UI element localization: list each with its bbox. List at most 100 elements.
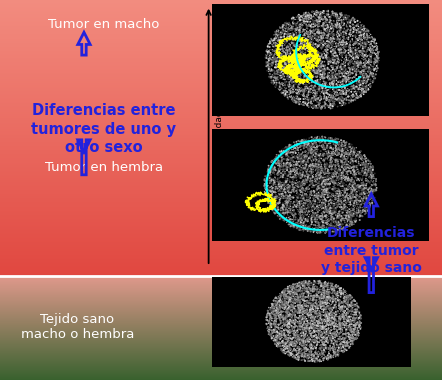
Point (305, 52, 312, 59)
Point (338, 206, 345, 212)
Point (279, 48, 286, 54)
Point (308, 178, 315, 184)
Point (312, 178, 320, 184)
Point (315, 100, 322, 106)
Point (283, 217, 290, 223)
Point (340, 78, 347, 84)
Point (335, 211, 342, 217)
Bar (0, 289, 442, 290)
Point (366, 42, 373, 48)
Point (336, 288, 343, 294)
Point (281, 301, 288, 307)
Point (301, 216, 309, 222)
Point (283, 19, 290, 25)
Point (292, 140, 299, 146)
Point (311, 214, 318, 220)
Point (320, 302, 328, 309)
Point (329, 99, 336, 105)
Point (338, 12, 345, 18)
Point (290, 162, 297, 168)
Point (318, 210, 325, 216)
Bar (0, 63, 442, 65)
Point (347, 168, 354, 174)
Point (305, 137, 312, 143)
Point (348, 329, 355, 335)
Point (329, 103, 336, 109)
Point (290, 21, 297, 27)
Point (348, 209, 355, 215)
Point (289, 155, 296, 161)
Point (326, 205, 333, 211)
Point (326, 317, 333, 323)
Point (364, 163, 371, 169)
Point (354, 59, 361, 65)
Point (273, 331, 280, 337)
Point (300, 10, 307, 16)
Point (318, 74, 325, 80)
Point (267, 50, 274, 56)
Point (353, 185, 360, 191)
Point (329, 186, 336, 192)
Point (285, 25, 292, 31)
Point (312, 163, 319, 169)
Point (278, 41, 285, 47)
Point (296, 287, 303, 293)
Point (297, 152, 304, 158)
Point (331, 36, 338, 42)
Point (341, 150, 348, 156)
Point (307, 336, 314, 342)
Point (315, 319, 322, 325)
Point (293, 291, 300, 298)
Point (324, 300, 331, 306)
Point (337, 215, 344, 221)
Point (333, 139, 340, 145)
Point (314, 293, 321, 299)
Point (326, 286, 333, 292)
Point (332, 35, 339, 41)
Point (309, 219, 316, 225)
Point (328, 282, 335, 288)
Point (293, 143, 300, 149)
Point (305, 63, 312, 69)
Point (364, 179, 371, 185)
Point (273, 210, 280, 216)
Point (349, 187, 356, 193)
Point (317, 313, 324, 319)
Point (291, 328, 298, 334)
Point (316, 84, 323, 90)
Point (277, 86, 284, 92)
Point (327, 322, 334, 328)
Point (320, 147, 327, 153)
Point (333, 158, 340, 164)
Point (286, 43, 293, 49)
Point (294, 294, 301, 300)
Point (290, 68, 297, 74)
Point (345, 50, 352, 56)
Point (281, 187, 288, 193)
Point (306, 168, 313, 174)
Point (357, 169, 364, 176)
Point (285, 187, 292, 193)
Point (302, 198, 309, 204)
Point (291, 60, 298, 66)
Point (298, 180, 305, 186)
Point (339, 158, 346, 165)
Point (335, 317, 343, 323)
Point (307, 102, 314, 108)
Point (334, 190, 341, 196)
Point (296, 302, 303, 308)
Point (348, 186, 355, 192)
Point (320, 324, 327, 330)
Point (280, 156, 287, 162)
Point (267, 168, 274, 174)
Point (316, 67, 323, 73)
Point (297, 288, 305, 294)
Point (325, 203, 332, 209)
Point (341, 90, 348, 96)
Point (347, 99, 354, 105)
Point (321, 105, 328, 111)
Point (305, 100, 312, 106)
Point (315, 86, 322, 92)
Point (275, 67, 282, 73)
Point (338, 159, 345, 165)
